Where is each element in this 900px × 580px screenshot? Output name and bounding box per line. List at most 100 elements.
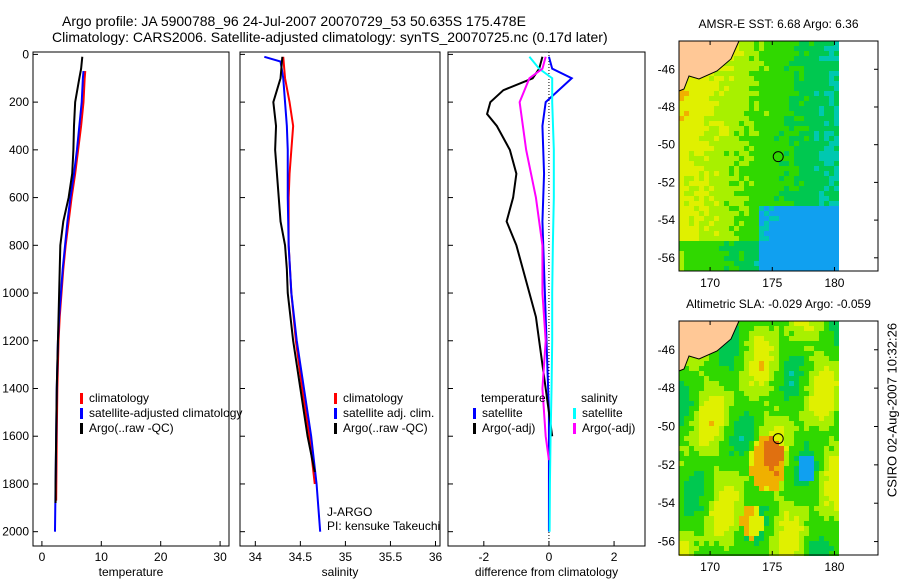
map-cell xyxy=(714,421,719,426)
map-cell xyxy=(829,201,834,206)
map-cell xyxy=(759,411,764,416)
map-cell xyxy=(789,216,794,221)
map-cell xyxy=(784,481,789,486)
map-cell xyxy=(739,176,744,181)
map-cell xyxy=(739,326,744,331)
map-cell xyxy=(769,351,774,356)
map-cell xyxy=(814,206,819,211)
map-cell xyxy=(769,446,774,451)
map-cell xyxy=(689,441,694,446)
map-cell xyxy=(759,256,764,261)
map-cell xyxy=(744,196,749,201)
map-cell xyxy=(794,216,799,221)
map-cell xyxy=(824,256,829,261)
map-cell xyxy=(704,206,709,211)
map-cell xyxy=(784,456,789,461)
map-cell xyxy=(814,86,819,91)
map-cell xyxy=(749,501,754,506)
map-cell xyxy=(694,411,699,416)
map-cell xyxy=(804,101,809,106)
map-cell xyxy=(679,471,684,476)
map-cell xyxy=(749,66,754,71)
map-cell xyxy=(829,191,834,196)
map-cell xyxy=(804,156,809,161)
map-cell xyxy=(779,201,784,206)
legend-swatch xyxy=(80,423,83,434)
map-cell xyxy=(754,166,759,171)
map-cell xyxy=(699,121,704,126)
map-cell xyxy=(774,476,779,481)
axes-box xyxy=(447,51,646,547)
map-cell xyxy=(769,461,774,466)
map-cell xyxy=(819,206,824,211)
map-cell xyxy=(679,96,684,101)
map-cell xyxy=(734,431,739,436)
map-cell xyxy=(744,126,749,131)
map-cell xyxy=(769,86,774,91)
map-cell xyxy=(814,171,819,176)
map-cell xyxy=(754,331,759,336)
map-cell xyxy=(769,201,774,206)
map-cell xyxy=(729,201,734,206)
map-cell xyxy=(739,231,744,236)
map-cell xyxy=(809,551,814,556)
map-cell xyxy=(799,221,804,226)
map-cell xyxy=(769,551,774,556)
map-cell xyxy=(794,161,799,166)
map-cell xyxy=(709,356,714,361)
map-cell xyxy=(774,221,779,226)
map-cell xyxy=(699,496,704,501)
map-cell xyxy=(714,251,719,256)
map-cell xyxy=(724,381,729,386)
map-cell xyxy=(789,506,794,511)
map-cell xyxy=(724,376,729,381)
map-cell xyxy=(799,136,804,141)
map-cell xyxy=(814,91,819,96)
map-cell xyxy=(829,86,834,91)
map-cell xyxy=(834,211,839,216)
map-cell xyxy=(834,136,839,141)
map-cell xyxy=(694,401,699,406)
map-cell xyxy=(689,396,694,401)
map-cell xyxy=(789,451,794,456)
map-cell xyxy=(824,261,829,266)
map-cell xyxy=(759,121,764,126)
map-cell xyxy=(694,241,699,246)
map-cell xyxy=(804,81,809,86)
map-cell xyxy=(739,206,744,211)
map-cell xyxy=(814,211,819,216)
map-cell xyxy=(764,131,769,136)
map-cell xyxy=(679,226,684,231)
map-cell xyxy=(694,191,699,196)
map-cell xyxy=(824,246,829,251)
map-cell xyxy=(794,421,799,426)
map-cell xyxy=(749,196,754,201)
map-cell xyxy=(774,71,779,76)
map-cell xyxy=(764,136,769,141)
map-cell xyxy=(804,386,809,391)
map-cell xyxy=(829,241,834,246)
map-cell xyxy=(719,211,724,216)
map-cell xyxy=(734,381,739,386)
map-cell xyxy=(799,531,804,536)
map-cell xyxy=(779,91,784,96)
map-cell xyxy=(824,216,829,221)
map-cell xyxy=(704,96,709,101)
map-cell xyxy=(684,381,689,386)
map-cell xyxy=(789,386,794,391)
map-cell xyxy=(794,466,799,471)
map-cell xyxy=(709,231,714,236)
map-cell xyxy=(784,161,789,166)
map-cell xyxy=(814,66,819,71)
map-cell xyxy=(689,526,694,531)
map-cell xyxy=(774,171,779,176)
map-cell xyxy=(679,426,684,431)
map-cell xyxy=(769,266,774,271)
map-cell xyxy=(789,241,794,246)
map-cell xyxy=(804,421,809,426)
y-tick-label: -48 xyxy=(658,381,676,395)
map-cell xyxy=(689,406,694,411)
map-cell xyxy=(699,131,704,136)
map-cell xyxy=(709,476,714,481)
map-cell xyxy=(749,536,754,541)
